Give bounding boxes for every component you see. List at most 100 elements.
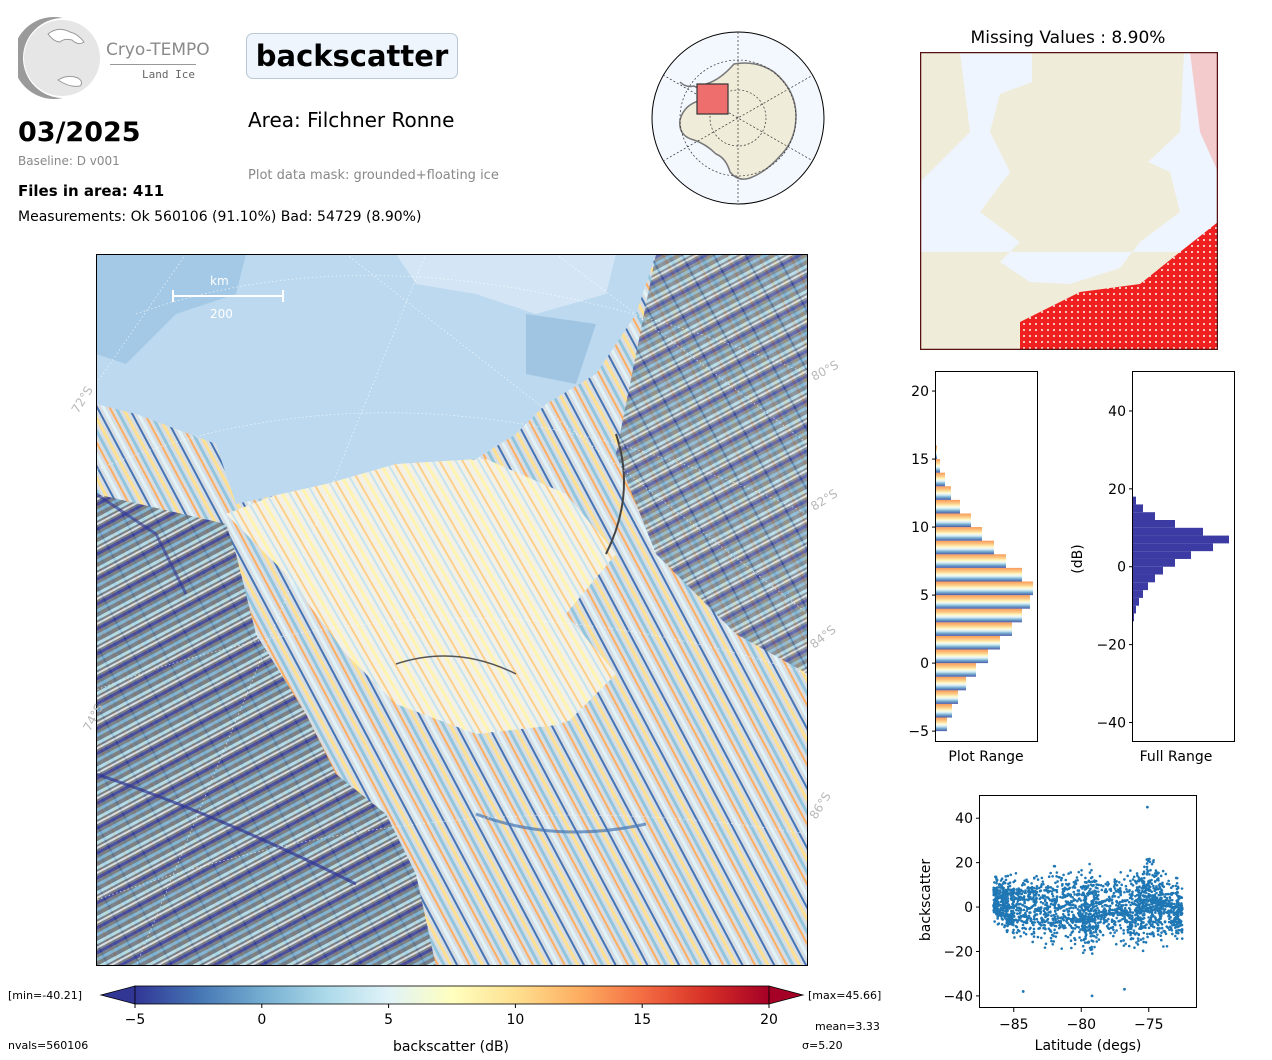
scatter-point	[1118, 906, 1121, 909]
scatter-point	[1024, 913, 1027, 917]
scatter-point	[1089, 909, 1093, 913]
scatter-point	[1141, 917, 1145, 921]
histogram-bar	[1133, 574, 1155, 583]
scatter-point	[1086, 918, 1090, 922]
scatter-point	[1128, 893, 1132, 896]
scatter-point	[1164, 892, 1168, 896]
scatter-point	[1039, 906, 1043, 909]
scatter-point	[1126, 931, 1130, 934]
scatter-point	[1175, 881, 1179, 885]
scatter-point	[1145, 862, 1149, 865]
scatter-point	[1121, 903, 1125, 907]
scatter-point	[1000, 912, 1004, 916]
lat-label-80s: 80°S	[809, 358, 841, 384]
scatter-point	[1163, 910, 1166, 914]
scatter-point	[1000, 877, 1004, 881]
scatter-point	[1030, 932, 1034, 936]
scatter-point	[996, 923, 1000, 926]
scale-unit: km	[210, 274, 229, 288]
scatter-point	[1157, 903, 1161, 907]
scatter-point	[1086, 893, 1090, 897]
scatter-point	[999, 890, 1002, 894]
scatter-point	[1047, 911, 1050, 914]
scatter-point	[1066, 935, 1070, 939]
scatter-point	[1009, 906, 1013, 909]
scatter-point	[1012, 911, 1016, 915]
scatter-point	[1103, 919, 1106, 923]
scatter-point	[1012, 914, 1016, 918]
scatter-point	[1083, 904, 1087, 907]
scatter-point	[993, 881, 996, 884]
scatter-point	[1139, 938, 1143, 941]
scatter-point	[1167, 904, 1170, 908]
scatter-point	[1100, 901, 1103, 905]
scatter-point	[1155, 896, 1159, 900]
scatter-point	[1134, 917, 1137, 921]
scatter-point	[1019, 889, 1023, 892]
scatter-point	[1042, 913, 1046, 916]
scatter-point	[1035, 885, 1039, 888]
scatter-point	[1112, 891, 1116, 895]
scatter-point	[1028, 911, 1031, 914]
scatter-point	[1109, 931, 1112, 935]
scatter-point	[1051, 942, 1055, 946]
scatter-point	[1057, 926, 1061, 930]
scatter-point	[1053, 864, 1057, 868]
scatter-point	[1156, 908, 1159, 912]
scatter-point	[1076, 889, 1080, 892]
scatter-point	[1013, 879, 1017, 883]
scatter-point	[1129, 903, 1132, 907]
colorbar-max-label: [max=45.66]	[808, 989, 881, 1002]
scatter-point	[1087, 916, 1091, 920]
histogram-bar	[936, 513, 971, 528]
scatter-ylabel: backscatter	[918, 859, 934, 941]
scatter-point	[1176, 913, 1180, 916]
scatter-point	[1126, 911, 1130, 914]
scatter-point	[1084, 887, 1088, 890]
scatter-point	[1018, 918, 1021, 921]
scatter-point	[1168, 883, 1171, 886]
scatter-point	[1034, 913, 1037, 916]
scatter-point	[1012, 919, 1016, 922]
scatter-point	[1148, 918, 1152, 922]
scatter-point	[1032, 917, 1036, 921]
scatter-point	[1020, 892, 1024, 896]
x-tick-label: −80	[1066, 1017, 1096, 1033]
scatter-point	[1138, 896, 1141, 899]
scatter-point	[1144, 904, 1148, 908]
lat-label-84s: 84°S	[807, 623, 838, 652]
scatter-point	[1092, 883, 1095, 887]
scatter-point	[1066, 883, 1070, 887]
scatter-point	[1096, 924, 1100, 927]
scatter-point	[994, 908, 998, 912]
scatter-point	[1134, 894, 1137, 898]
files-count: Files in area: 411	[18, 182, 165, 200]
colorbar-tick-label: 10	[506, 1012, 524, 1028]
scatter-point	[1131, 920, 1134, 924]
histogram-bar	[1133, 558, 1175, 567]
scatter-point	[1156, 901, 1160, 905]
scatter-point	[992, 910, 996, 914]
scatter-point	[1082, 914, 1086, 918]
scatter-point	[1131, 890, 1134, 894]
plot-range-xlabel: Plot Range	[948, 749, 1023, 765]
scatter-point	[1094, 879, 1098, 883]
map-lat-labels-lower: 86°S	[807, 790, 834, 822]
scatter-point	[1062, 909, 1065, 913]
scatter-point	[992, 886, 995, 890]
scatter-point	[1096, 886, 1099, 890]
scatter-point	[1176, 922, 1179, 926]
scatter-point	[1087, 905, 1091, 909]
scatter-point	[1137, 918, 1140, 922]
scatter-point	[1021, 926, 1024, 930]
scatter-point	[1051, 898, 1054, 901]
scatter-point	[1032, 898, 1036, 902]
scatter-point	[1023, 883, 1026, 886]
scatter-point	[1049, 886, 1053, 889]
scatter-point	[1070, 900, 1073, 904]
scatter-point	[1026, 894, 1030, 898]
scatter-point	[1114, 903, 1118, 907]
scatter-point	[1151, 895, 1154, 898]
scatter-point	[1081, 903, 1085, 907]
scatter-point	[996, 889, 1000, 892]
